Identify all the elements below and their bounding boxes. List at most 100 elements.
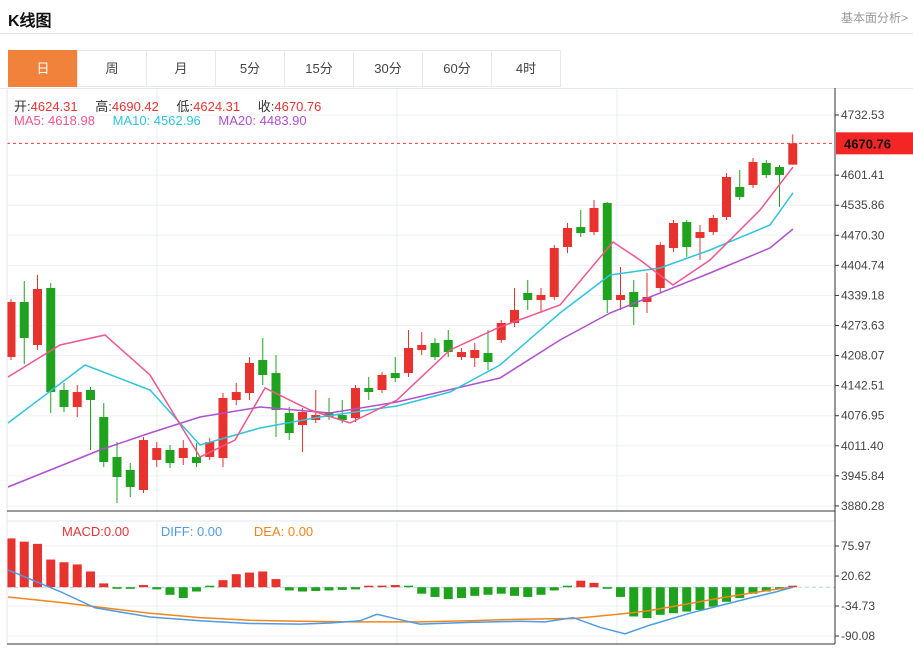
candle-body: [430, 342, 440, 358]
current-price-tag: [836, 132, 913, 155]
candle-body: [629, 291, 639, 307]
macd-bar: [722, 587, 731, 602]
candle-body: [642, 296, 652, 302]
candle-body: [99, 417, 109, 463]
candle-body: [523, 292, 533, 301]
macd-bar: [616, 587, 625, 597]
candle-body: [496, 322, 506, 341]
candle-body: [178, 448, 188, 459]
macd-tick-label: 75.97: [841, 539, 871, 553]
tab-60分[interactable]: 60分: [422, 50, 492, 87]
price-tick-label: 3945.84: [841, 469, 885, 483]
macd-bar: [523, 587, 533, 597]
macd-bar: [298, 587, 307, 592]
candle-body: [616, 295, 625, 301]
interval-tabbar: 日周月 5分 15分 30分 60分 4时: [8, 50, 561, 87]
candle-body: [457, 352, 466, 358]
tab-30分[interactable]: 30分: [353, 50, 423, 87]
macd-bar: [284, 587, 294, 591]
candle-body: [443, 340, 453, 353]
candle-body: [510, 310, 519, 323]
macd-bar: [443, 587, 453, 600]
tab-月[interactable]: 月: [146, 50, 216, 87]
candle-body: [86, 390, 95, 401]
candle-body: [125, 470, 135, 488]
macd-bar: [59, 562, 69, 588]
macd-bar: [351, 587, 360, 590]
candle-body: [59, 390, 69, 408]
macd-bar: [99, 583, 109, 588]
macd-bar: [735, 587, 745, 599]
macd-bar: [563, 585, 572, 588]
candle-body: [390, 373, 400, 379]
candle-body: [19, 301, 29, 338]
tab-周[interactable]: 周: [77, 50, 147, 87]
macd-bar: [218, 580, 228, 588]
candle-body: [364, 388, 374, 393]
macd-bar: [708, 587, 718, 607]
candle-body: [735, 186, 745, 197]
title-divider: [0, 33, 913, 34]
kline-chart: 4732.53 4601.41 4535.86 4470.30 4404.74 4339.…: [0, 88, 913, 645]
price-tick-label: 4404.74: [841, 258, 885, 272]
price-tick-label: 4601.41: [841, 168, 885, 182]
candle-body: [708, 217, 718, 233]
macd-bar: [655, 587, 665, 615]
price-tick-label: 4339.18: [841, 288, 885, 302]
candle-body: [192, 457, 201, 464]
tab-5分[interactable]: 5分: [215, 50, 285, 87]
candle-body: [669, 222, 678, 248]
macd-bar: [669, 587, 678, 614]
macd-bar: [258, 571, 268, 588]
macd-bar: [125, 587, 135, 589]
macd-bar: [748, 587, 758, 594]
price-tick-label: 4273.63: [841, 318, 885, 332]
candle-body: [417, 345, 427, 351]
price-tick-label: 4535.86: [841, 198, 885, 212]
macd-bar: [364, 585, 374, 588]
fundamental-analysis-link[interactable]: 基本面分析>: [840, 11, 908, 25]
candle-body: [589, 207, 599, 233]
macd-bar: [311, 587, 321, 591]
candle-body: [218, 397, 228, 459]
price-tick-label: 4470.30: [841, 228, 885, 242]
candle-body: [298, 412, 307, 426]
macd-bar: [629, 587, 639, 617]
tab-日[interactable]: 日: [8, 50, 78, 87]
price-tick-label: 3880.28: [841, 499, 885, 513]
macd-bar: [192, 587, 201, 592]
tab-4时[interactable]: 4时: [491, 50, 561, 87]
price-tick-label: 4208.07: [841, 349, 885, 363]
macd-bar: [337, 587, 347, 590]
tab-15分[interactable]: 15分: [284, 50, 354, 87]
macd-bar: [139, 585, 148, 588]
current-price-tag-label: 4670.76: [844, 136, 891, 151]
candle-body: [722, 176, 731, 218]
candle-body: [245, 362, 254, 394]
macd-bar: [231, 574, 241, 588]
macd-bar: [682, 587, 692, 612]
macd-tick-label: 20.62: [841, 569, 871, 583]
candle-body: [351, 388, 360, 419]
macd-bar: [165, 587, 175, 595]
macd-bar: [602, 587, 612, 589]
macd-tick-label: -34.73: [841, 599, 875, 613]
macd-bar: [470, 587, 480, 596]
candle-body: [761, 162, 771, 176]
macd-bar: [205, 585, 215, 588]
macd-bar: [642, 587, 652, 619]
macd-bar: [245, 572, 254, 588]
macd-bar: [576, 580, 586, 588]
macd-bar: [788, 585, 798, 588]
macd-bar: [152, 587, 162, 590]
macd-bar: [536, 587, 546, 595]
macd-tick-label: -90.08: [841, 629, 875, 643]
macd-bar: [457, 587, 466, 599]
macd-bar: [496, 587, 506, 594]
dea-line: [7, 586, 794, 623]
candle-body: [139, 440, 148, 491]
candle-body: [470, 350, 480, 359]
candle-body: [337, 415, 347, 421]
candle-body: [536, 295, 546, 301]
